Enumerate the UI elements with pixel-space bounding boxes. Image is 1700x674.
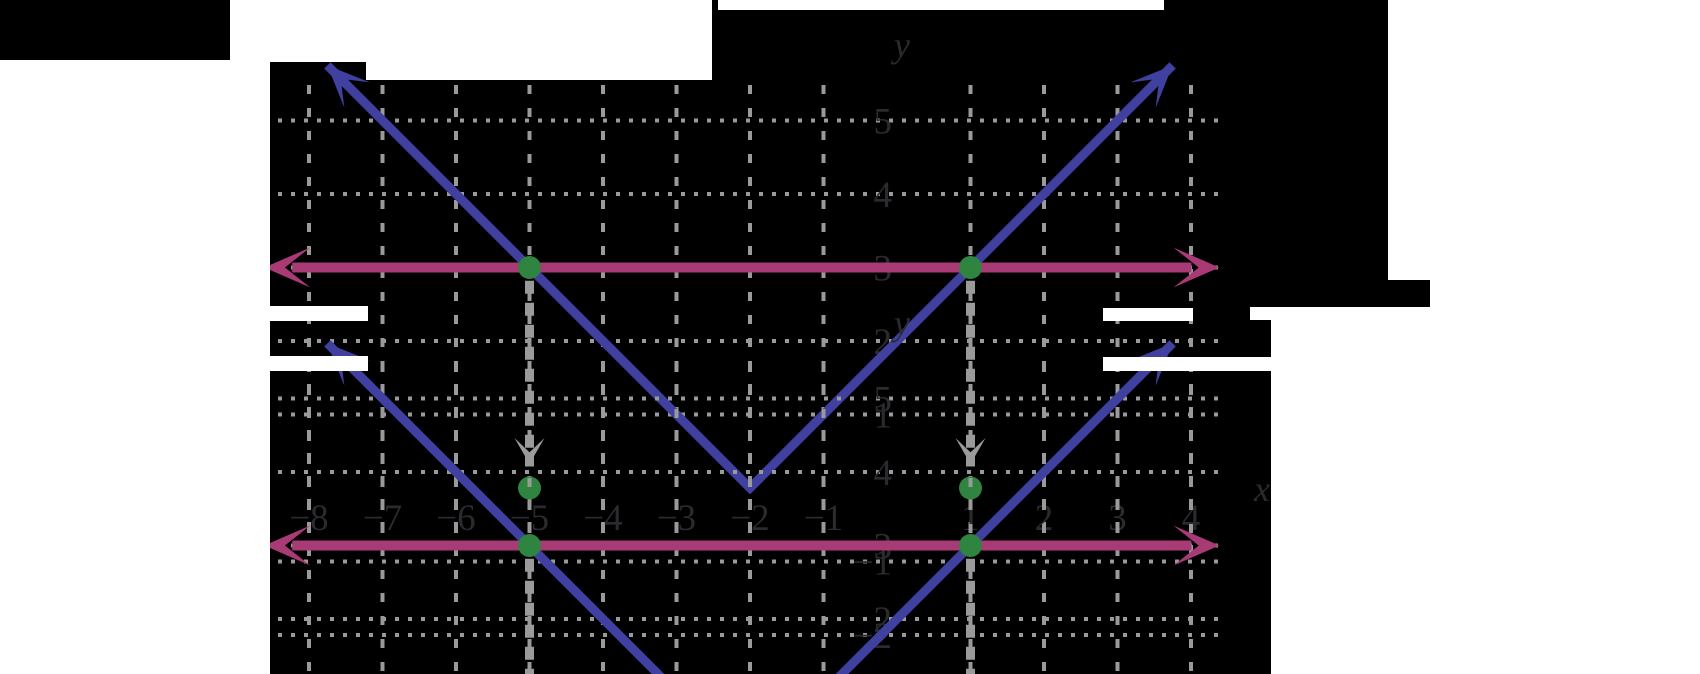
y-tick-label: 4 <box>874 175 893 216</box>
white-patch <box>230 0 712 62</box>
curve-right-arrowhead <box>1130 65 1173 108</box>
intersection-point <box>518 256 541 279</box>
magenta-left-arrowhead <box>264 247 311 288</box>
white-patch <box>257 356 368 371</box>
y-tick-label: 5 <box>874 380 893 421</box>
curve-left-arrowhead <box>327 343 370 386</box>
curve-left-arrowhead <box>327 65 370 108</box>
solution-point <box>518 476 541 500</box>
y-tick-label: 4 <box>874 453 893 494</box>
white-patch <box>1271 320 1700 674</box>
absolute-value-curve <box>324 340 1176 674</box>
x-tick-label: 1 <box>961 498 980 539</box>
magenta-right-arrowhead <box>1173 247 1220 288</box>
white-patch <box>1103 357 1271 371</box>
white-patch <box>718 0 1164 10</box>
white-patch <box>257 306 368 321</box>
white-patch <box>1250 307 1700 320</box>
x-tick-label: 3 <box>1108 498 1127 539</box>
white-patch <box>366 62 712 80</box>
intersection-point <box>518 534 541 557</box>
y-axis-label: y <box>891 303 910 343</box>
x-axis-label: x <box>1253 469 1270 509</box>
y-axis-label: y <box>891 25 910 65</box>
white-patch <box>1103 308 1193 321</box>
curve-right-arrowhead <box>1130 343 1173 386</box>
intersection-point <box>959 256 982 279</box>
x-tick-label: 4 <box>1182 498 1201 539</box>
solution-point <box>959 476 982 500</box>
intersection-point <box>959 534 982 557</box>
magenta-left-arrowhead <box>264 525 311 566</box>
white-patch <box>1388 0 1700 280</box>
white-patch <box>1430 280 1700 307</box>
x-tick-label: 2 <box>1035 498 1054 539</box>
white-patch <box>0 60 270 674</box>
y-tick-label: 1 <box>874 396 893 437</box>
absolute-value-curve <box>324 62 1176 495</box>
y-tick-label: 5 <box>874 102 893 143</box>
magenta-right-arrowhead <box>1173 525 1220 566</box>
